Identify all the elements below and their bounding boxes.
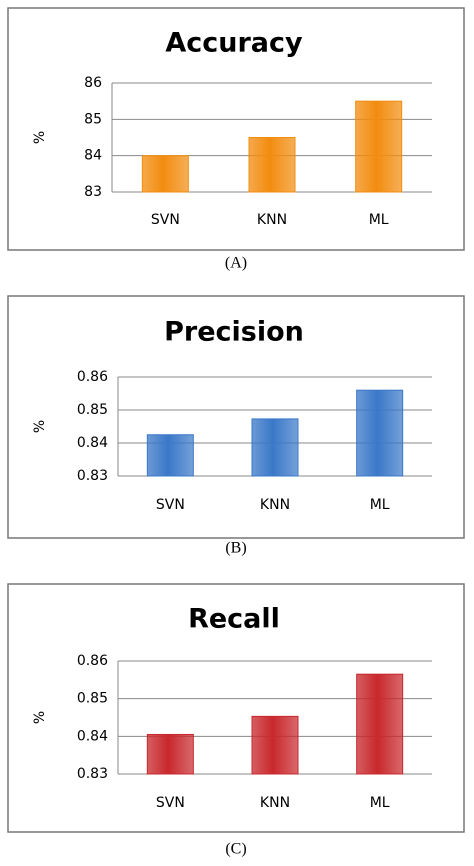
caption: (B)	[225, 540, 246, 557]
x-tick-label: ML	[370, 795, 390, 811]
x-tick-label: KNN	[257, 212, 287, 228]
x-tick-label: KNN	[260, 795, 290, 811]
y-axis-label: %	[32, 711, 48, 724]
bar	[141, 155, 189, 193]
bar	[248, 137, 296, 193]
chart-title: Accuracy	[165, 28, 303, 59]
y-tick-label: 83	[84, 184, 102, 200]
y-tick-label: 0.85	[77, 691, 108, 707]
x-tick-label: KNN	[260, 497, 290, 513]
y-axis-label: %	[32, 420, 48, 433]
y-tick-label: 84	[84, 148, 102, 164]
caption: (A)	[225, 255, 247, 272]
y-tick-label: 0.84	[77, 728, 108, 744]
bar	[251, 715, 299, 775]
caption: (C)	[225, 841, 246, 858]
bar	[356, 389, 404, 477]
y-tick-label: 86	[84, 75, 102, 91]
y-tick-label: 0.83	[77, 766, 108, 782]
y-tick-label: 0.86	[77, 369, 108, 385]
bar	[146, 733, 194, 775]
bar	[356, 673, 404, 775]
y-tick-label: 0.83	[77, 468, 108, 484]
y-tick-label: 85	[84, 111, 102, 127]
y-axis-label: %	[32, 131, 48, 144]
x-tick-label: ML	[369, 212, 389, 228]
chart-title: Recall	[188, 604, 280, 635]
bar	[355, 100, 403, 193]
chart-title: Precision	[164, 317, 304, 348]
y-tick-label: 0.85	[77, 402, 108, 418]
x-tick-label: SVN	[156, 497, 185, 513]
x-tick-label: SVN	[151, 212, 180, 228]
y-tick-label: 0.84	[77, 435, 108, 451]
bar	[251, 418, 299, 477]
bar	[146, 434, 194, 477]
y-tick-label: 0.86	[77, 653, 108, 669]
x-tick-label: SVN	[156, 795, 185, 811]
x-tick-label: ML	[370, 497, 390, 513]
